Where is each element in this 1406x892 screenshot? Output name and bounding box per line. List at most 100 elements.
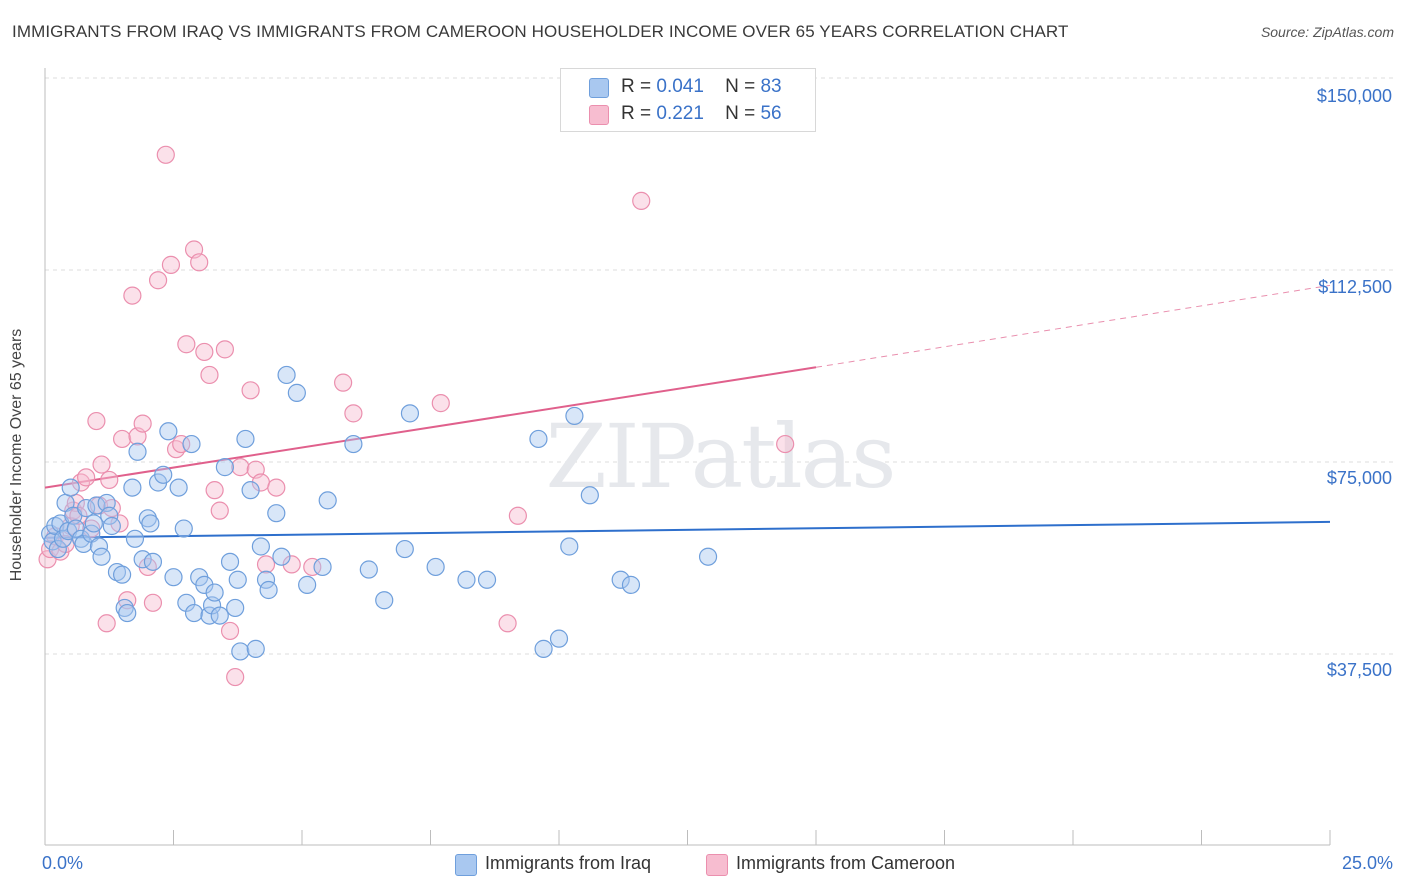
point-iraq-48 bbox=[215, 458, 234, 477]
point-iraq-79 bbox=[580, 486, 599, 505]
bottom-legend-label-iraq: Immigrants from Iraq bbox=[485, 853, 652, 873]
point-iraq-54 bbox=[241, 481, 260, 500]
legend-r-value-cameroon: 0.221 bbox=[656, 103, 704, 124]
point-cameroon-51 bbox=[431, 394, 450, 413]
point-cameroon-53 bbox=[508, 506, 527, 525]
point-iraq-72 bbox=[457, 570, 476, 589]
point-iraq-50 bbox=[226, 598, 245, 618]
point-iraq-71 bbox=[426, 557, 445, 577]
y-tick-label-75000: $75,000 bbox=[1326, 468, 1392, 488]
point-iraq-28 bbox=[128, 442, 147, 461]
point-iraq-69 bbox=[395, 539, 414, 559]
point-iraq-49 bbox=[220, 552, 240, 571]
point-iraq-61 bbox=[277, 365, 296, 385]
legend-r-value-iraq: 0.041 bbox=[656, 76, 704, 97]
point-cameroon-9 bbox=[71, 473, 91, 492]
point-iraq-80 bbox=[611, 570, 630, 589]
point-iraq-47 bbox=[210, 606, 229, 625]
y-axis-label: Householder Income Over 65 years bbox=[8, 328, 25, 582]
point-iraq-43 bbox=[195, 575, 214, 594]
point-cameroon-33 bbox=[190, 253, 209, 272]
point-iraq-76 bbox=[549, 629, 569, 648]
point-iraq-31 bbox=[141, 514, 160, 533]
legend-n-value-cameroon: 56 bbox=[760, 103, 782, 124]
point-iraq-21 bbox=[102, 516, 121, 536]
point-cameroon-54 bbox=[632, 191, 651, 210]
point-iraq-75 bbox=[534, 639, 553, 658]
point-iraq-30 bbox=[138, 509, 157, 528]
point-cameroon-46 bbox=[267, 478, 286, 497]
point-iraq-11 bbox=[71, 529, 91, 548]
trend-line-cameroon-extrapolated bbox=[815, 284, 1331, 368]
point-iraq-53 bbox=[236, 429, 255, 449]
point-iraq-58 bbox=[259, 580, 278, 600]
point-cameroon-39 bbox=[220, 621, 240, 641]
point-iraq-18 bbox=[92, 547, 111, 566]
point-cameroon-42 bbox=[241, 381, 260, 400]
point-cameroon-23 bbox=[133, 414, 152, 433]
legend-stats-iraq: R = 0.041 N = 83 bbox=[621, 74, 782, 100]
x-axis-max-label: 25.0% bbox=[1341, 853, 1393, 873]
point-iraq-67 bbox=[359, 560, 378, 579]
point-iraq-65 bbox=[318, 491, 337, 510]
point-iraq-63 bbox=[298, 575, 317, 594]
point-cameroon-31 bbox=[177, 335, 196, 354]
y-tick-label-37500: $37,500 bbox=[1326, 660, 1392, 680]
grid-lines bbox=[45, 77, 1395, 655]
point-cameroon-48 bbox=[303, 557, 322, 577]
bottom-legend-swatch-iraq bbox=[455, 854, 477, 876]
point-iraq-37 bbox=[169, 478, 188, 497]
chart-title: IMMIGRANTS FROM IRAQ VS IMMIGRANTS FROM … bbox=[12, 22, 1069, 41]
point-iraq-62 bbox=[287, 383, 306, 402]
point-cameroon-52 bbox=[498, 614, 517, 633]
point-cameroon-10 bbox=[77, 468, 96, 487]
point-iraq-8 bbox=[61, 478, 80, 497]
point-cameroon-30 bbox=[172, 434, 191, 454]
point-iraq-60 bbox=[272, 547, 291, 566]
point-cameroon-26 bbox=[148, 271, 168, 290]
point-cameroon-19 bbox=[112, 429, 132, 449]
point-cameroon-55 bbox=[776, 434, 795, 454]
point-iraq-68 bbox=[375, 591, 394, 610]
point-iraq-24 bbox=[115, 598, 134, 618]
point-iraq-39 bbox=[177, 593, 196, 612]
point-cameroon-50 bbox=[344, 404, 363, 423]
point-cameroon-16 bbox=[100, 470, 119, 490]
legend-n-label-cameroon: N = bbox=[725, 103, 756, 124]
point-cameroon-40 bbox=[226, 667, 245, 687]
point-cameroon-14 bbox=[92, 455, 111, 474]
point-iraq-22 bbox=[107, 562, 127, 582]
chart-source: Source: ZipAtlas.com bbox=[1260, 24, 1394, 40]
watermark: ZIPatlas bbox=[546, 405, 895, 508]
point-iraq-56 bbox=[251, 537, 270, 556]
point-iraq-38 bbox=[174, 519, 193, 538]
y-tick-label-150000: $150,000 bbox=[1316, 86, 1392, 106]
point-iraq-23 bbox=[112, 565, 132, 584]
point-iraq-32 bbox=[143, 552, 163, 571]
point-cameroon-35 bbox=[200, 365, 219, 385]
point-iraq-34 bbox=[154, 465, 173, 484]
point-iraq-59 bbox=[267, 504, 286, 523]
point-cameroon-34 bbox=[195, 342, 214, 362]
trend-lines bbox=[44, 284, 1331, 539]
legend-r-label-cameroon: R = bbox=[621, 103, 652, 124]
point-iraq-51 bbox=[228, 570, 247, 589]
legend-r-label-iraq: R = bbox=[621, 76, 652, 97]
point-iraq-81 bbox=[621, 575, 641, 594]
x-axis-min-label: 0.0% bbox=[42, 853, 84, 873]
iraq-points bbox=[41, 365, 718, 661]
point-cameroon-15 bbox=[97, 614, 116, 633]
point-iraq-35 bbox=[159, 422, 178, 441]
point-iraq-26 bbox=[123, 478, 142, 497]
point-cameroon-47 bbox=[282, 555, 301, 574]
point-cameroon-21 bbox=[123, 286, 142, 305]
y-tick-label-112500: $112,500 bbox=[1318, 277, 1392, 297]
legend-n-label-iraq: N = bbox=[725, 76, 756, 97]
point-cameroon-38 bbox=[215, 340, 234, 359]
point-cameroon-12 bbox=[87, 411, 106, 431]
point-iraq-25 bbox=[118, 603, 137, 623]
point-iraq-70 bbox=[400, 404, 420, 423]
point-cameroon-37 bbox=[210, 501, 229, 520]
bottom-legend-swatch-cameroon bbox=[706, 854, 728, 876]
